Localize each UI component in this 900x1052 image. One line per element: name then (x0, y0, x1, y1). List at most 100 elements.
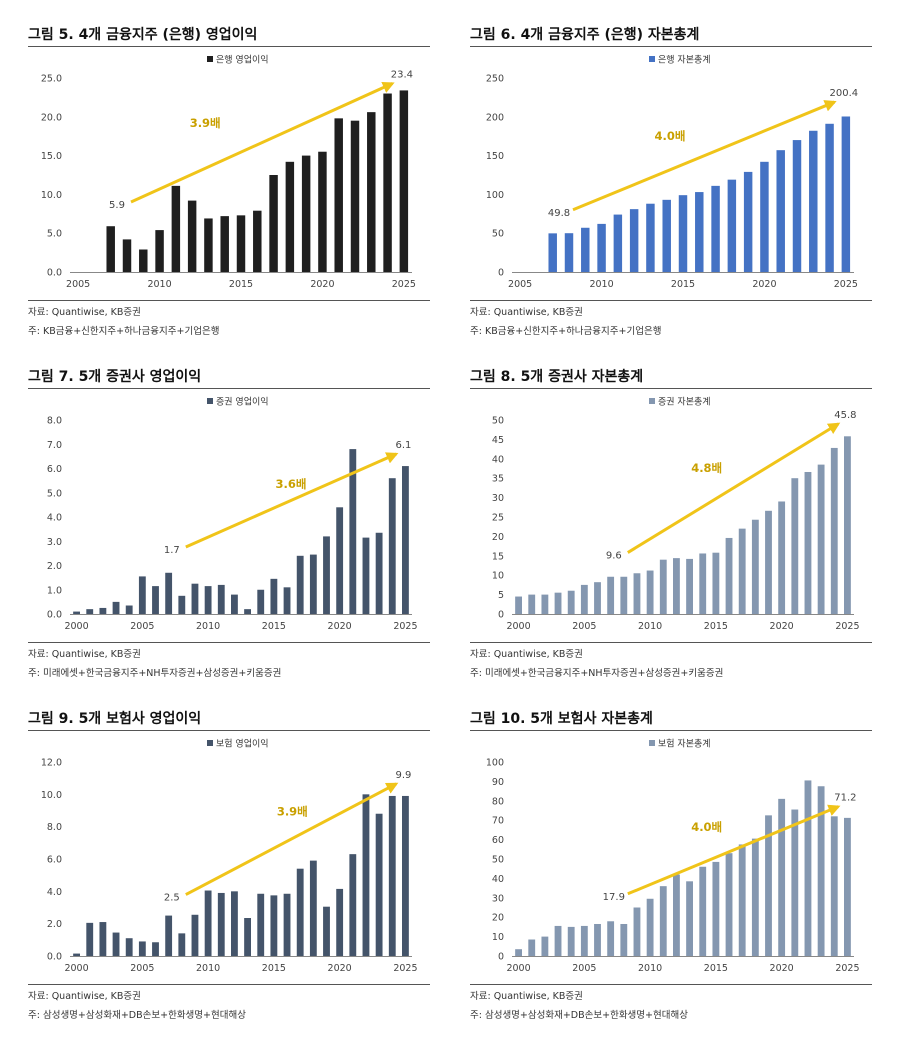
bar-2024 (383, 93, 392, 272)
y-tick-label: 0.0 (47, 268, 62, 279)
bar-2014 (662, 199, 671, 272)
footer-divider (28, 984, 430, 985)
legend-swatch (207, 398, 213, 404)
y-tick-label: 5.0 (47, 488, 62, 499)
end-value-label: 23.4 (391, 69, 413, 80)
x-tick-label: 2005 (66, 279, 90, 290)
y-tick-label: 30 (492, 493, 504, 504)
y-tick-label: 20.0 (41, 112, 62, 123)
source-note: 자료: Quantiwise, KB증권 (470, 991, 583, 1002)
bar-2016 (283, 893, 291, 956)
bar-2007 (165, 572, 173, 614)
bar-2012 (673, 558, 680, 614)
source-note: 자료: Quantiwise, KB증권 (28, 991, 141, 1002)
chart-title: 그림 6. 4개 금융지주 (은행) 자본총계 (470, 27, 700, 43)
bar-2016 (253, 210, 262, 272)
x-tick-label: 2015 (229, 279, 253, 290)
footer-divider (470, 300, 872, 301)
bar-2008 (122, 239, 132, 272)
legend-label: 증권 영업이익 (216, 396, 269, 408)
bar-2008 (620, 923, 628, 956)
y-tick-label: 4.0 (47, 887, 62, 898)
bar-2021 (776, 150, 785, 272)
y-tick-label: 7.0 (47, 440, 62, 451)
bar-2025 (841, 116, 851, 273)
bar-2011 (659, 559, 667, 614)
growth-arrow (185, 782, 399, 896)
y-tick-label: 0 (498, 268, 504, 279)
y-tick-label: 50 (492, 416, 504, 427)
bar-2007 (165, 915, 173, 956)
x-tick-label: 2000 (64, 621, 88, 632)
bar-2006 (152, 942, 159, 956)
chart-panel-fig10: 그림 10. 5개 보험사 자본총계 보험 자본총계 0 10 20 30 40 50 60 7… (470, 708, 872, 1033)
y-tick-label: 1.0 (47, 585, 62, 596)
x-tick-label: 2025 (835, 963, 859, 974)
legend-label: 은행 영업이익 (216, 54, 269, 66)
end-value-label: 45.8 (834, 410, 856, 421)
x-tick-label: 2015 (704, 963, 728, 974)
bar-2022 (362, 794, 370, 956)
x-tick-label: 2005 (572, 963, 596, 974)
bar-2004 (125, 938, 133, 956)
x-tick-label: 2020 (310, 279, 334, 290)
legend-swatch (649, 398, 655, 404)
chart-legend: 은행 영업이익 (207, 54, 269, 66)
bar-2017 (296, 868, 304, 956)
bar-2010 (155, 230, 164, 272)
bar-2025 (399, 90, 409, 272)
x-tick-label: 2010 (196, 621, 220, 632)
growth-multiple-label: 4.8배 (691, 461, 722, 475)
bar-2008 (178, 595, 186, 614)
bar-2007 (607, 921, 615, 956)
y-tick-label: 200 (486, 112, 504, 123)
bar-2018 (751, 838, 759, 956)
bar-2023 (809, 130, 818, 272)
x-tick-label: 2005 (572, 621, 596, 632)
bar-2017 (711, 185, 720, 272)
y-tick-label: 12.0 (41, 758, 62, 769)
bar-2002 (541, 936, 549, 956)
footnote: 주: KB금융+신한지주+하나금융지주+기업은행 (470, 326, 662, 337)
x-tick-label: 2005 (130, 963, 154, 974)
bar-2001 (528, 594, 536, 614)
chart-legend: 보험 자본총계 (649, 738, 711, 750)
bar-chart: 은행 자본총계 0 50 100 150 200 250 2005 2010 2015 2020 20… (486, 54, 858, 291)
title-divider (28, 730, 430, 731)
legend-swatch (207, 740, 213, 746)
x-tick-label: 2010 (147, 279, 171, 290)
y-tick-label: 40 (492, 874, 504, 885)
x-tick-label: 2015 (262, 621, 286, 632)
bar-2023 (367, 112, 376, 272)
x-tick-label: 2025 (393, 963, 417, 974)
x-tick-label: 2025 (835, 621, 859, 632)
legend-label: 증권 자본총계 (658, 396, 711, 408)
bar-2019 (743, 171, 753, 272)
y-tick-label: 25.0 (41, 74, 62, 85)
y-tick-label: 15 (492, 551, 504, 562)
chart-title: 그림 10. 5개 보험사 자본총계 (470, 711, 653, 727)
bar-2017 (269, 175, 278, 272)
x-tick-label: 2010 (196, 963, 220, 974)
bar-2022 (804, 471, 812, 614)
bar-2021 (349, 449, 357, 614)
bar-2016 (725, 853, 733, 956)
title-divider (28, 388, 430, 389)
x-tick-label: 2005 (508, 279, 532, 290)
bar-2012 (187, 200, 197, 272)
x-tick-label: 2010 (638, 621, 662, 632)
y-tick-label: 0 (498, 952, 504, 963)
x-tick-label: 2025 (393, 621, 417, 632)
y-tick-label: 40 (492, 454, 504, 465)
y-tick-label: 35 (492, 474, 504, 485)
y-tick-label: 250 (486, 74, 504, 85)
start-value-label: 9.6 (606, 551, 622, 562)
bar-2009 (581, 227, 590, 272)
y-tick-label: 20 (492, 913, 504, 924)
x-tick-label: 2020 (328, 621, 352, 632)
bar-2001 (86, 922, 94, 956)
x-tick-label: 2020 (770, 963, 794, 974)
bar-2007 (548, 233, 557, 272)
y-tick-label: 10 (492, 932, 504, 943)
